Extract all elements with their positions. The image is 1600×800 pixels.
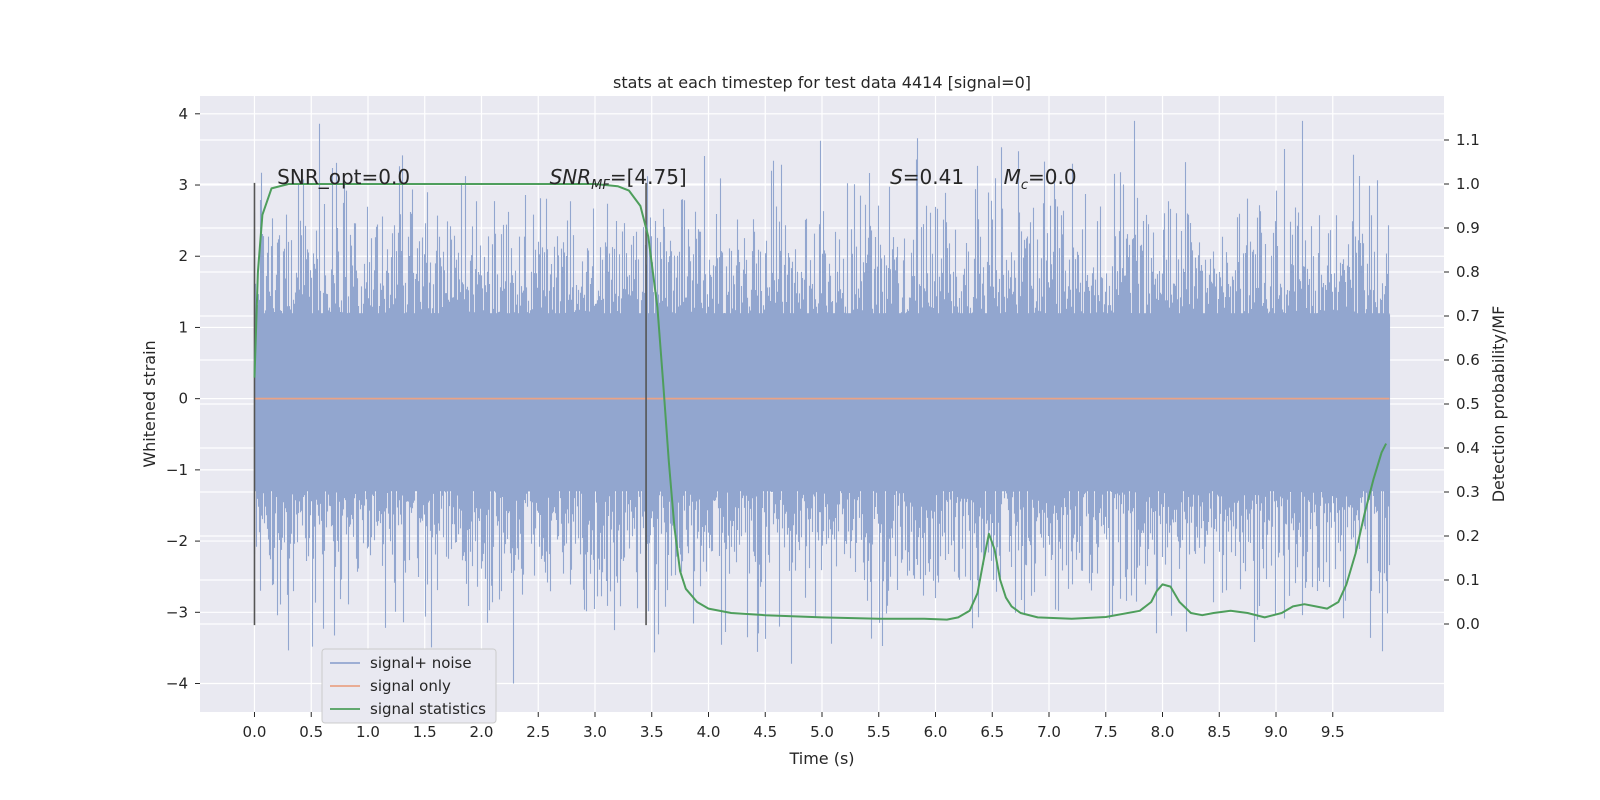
x-tick-label: 7.0 xyxy=(1037,723,1061,741)
annotation-0: SNR_opt=0.0 xyxy=(277,165,410,189)
x-tick-label: 4.5 xyxy=(753,723,777,741)
x-tick-label: 2.5 xyxy=(526,723,550,741)
legend: signal+ noise signal only signal statist… xyxy=(321,648,497,724)
y-tick-label: −2 xyxy=(166,532,188,550)
legend-label-signal-only: signal only xyxy=(370,677,451,695)
axis-ticks: 0.0 0.5 1.0 1.5 2.0 2.5 3.0 3.5 4.0 4.5 5.0 5.5 6.0 6… xyxy=(166,105,1480,741)
x-tick-label: 3.5 xyxy=(640,723,664,741)
y-tick-label: −1 xyxy=(166,461,188,479)
y-axis-label: Whitened strain xyxy=(140,340,159,467)
annotation-2: S=0.41 xyxy=(890,165,964,189)
x-tick-label: 4.0 xyxy=(697,723,721,741)
signal-statistics-series xyxy=(253,183,1387,621)
y2-tick-label: 0.4 xyxy=(1456,439,1480,457)
legend-label-signal-statistics: signal statistics xyxy=(370,700,486,718)
x-tick-label: 9.5 xyxy=(1321,723,1345,741)
legend-frame xyxy=(321,648,497,724)
x-tick-label: 6.0 xyxy=(924,723,948,741)
y2-axis-label: Detection probability/MF xyxy=(1489,306,1508,503)
signal-noise-series xyxy=(253,120,1391,684)
x-tick-label: 3.0 xyxy=(583,723,607,741)
y-tick-label: −3 xyxy=(166,603,188,621)
y2-tick-label: 0.0 xyxy=(1456,615,1480,633)
x-tick-label: 5.5 xyxy=(867,723,891,741)
y2-tick-label: 1.1 xyxy=(1456,131,1480,149)
x-tick-label: 6.5 xyxy=(980,723,1004,741)
y-tick-label: 0 xyxy=(178,390,188,408)
annotation-1: SNRMF=[4.75] xyxy=(550,165,687,193)
y-tick-label: 3 xyxy=(178,176,188,194)
x-tick-label: 0.0 xyxy=(243,723,267,741)
y2-tick-label: 0.2 xyxy=(1456,527,1480,545)
y2-tick-label: 0.1 xyxy=(1456,571,1480,589)
x-tick-label: 7.5 xyxy=(1094,723,1118,741)
y-tick-label: 1 xyxy=(178,318,188,336)
y-tick-label: −4 xyxy=(166,675,188,693)
x-tick-label: 1.5 xyxy=(413,723,437,741)
x-tick-label: 9.0 xyxy=(1264,723,1288,741)
x-tick-label: 2.0 xyxy=(470,723,494,741)
y2-tick-label: 0.7 xyxy=(1456,307,1480,325)
y2-tick-label: 0.5 xyxy=(1456,395,1480,413)
y2-tick-label: 0.8 xyxy=(1456,263,1480,281)
y2-tick-label: 0.3 xyxy=(1456,483,1480,501)
signal-statistics-line xyxy=(253,183,1387,621)
x-tick-label: 8.0 xyxy=(1151,723,1175,741)
y-tick-label: 4 xyxy=(178,105,188,123)
annotations: SNR_opt=0.0 SNRMF=[4.75] S=0.41 Mc=0.0 xyxy=(277,165,1076,193)
x-axis-label: Time (s) xyxy=(788,749,854,768)
y2-tick-label: 0.9 xyxy=(1456,219,1480,237)
x-tick-label: 0.5 xyxy=(299,723,323,741)
vertical-markers xyxy=(253,182,647,626)
x-tick-label: 5.0 xyxy=(810,723,834,741)
y2-tick-label: 1.0 xyxy=(1456,175,1480,193)
y2-tick-label: 0.6 xyxy=(1456,351,1480,369)
annotation-3: Mc=0.0 xyxy=(1004,165,1077,193)
x-tick-label: 8.5 xyxy=(1207,723,1231,741)
y-tick-label: 2 xyxy=(178,247,188,265)
x-tick-label: 1.0 xyxy=(356,723,380,741)
legend-label-signal-noise: signal+ noise xyxy=(370,654,472,672)
chart-title: stats at each timestep for test data 441… xyxy=(613,73,1031,92)
